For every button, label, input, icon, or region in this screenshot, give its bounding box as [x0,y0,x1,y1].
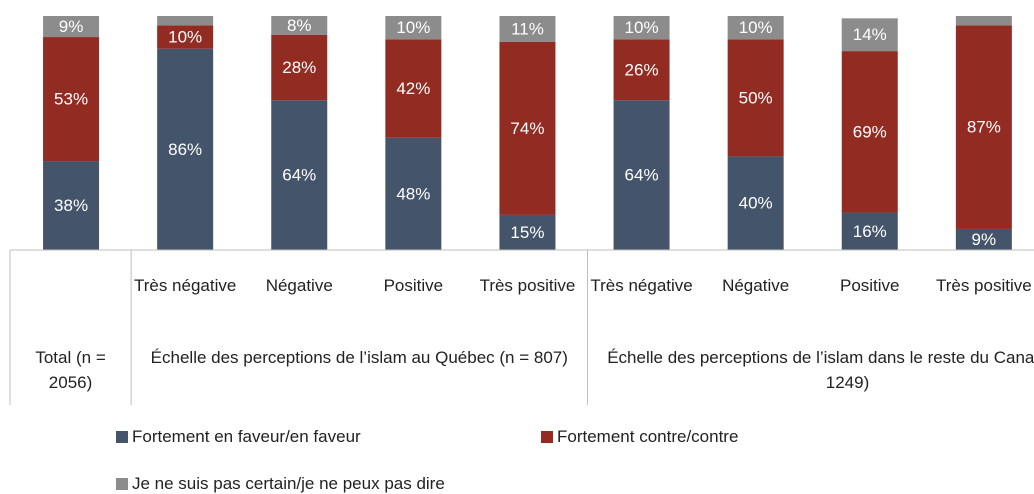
bar-segment [43,37,100,162]
x-tick-label: Très négative [590,276,693,295]
data-label: 14% [853,25,887,44]
data-label: 10% [739,18,773,37]
bar-segment [43,161,100,250]
data-label: 48% [396,184,430,203]
bar-segment [499,16,556,42]
data-label: 9% [972,230,997,249]
data-label: 15% [510,223,544,242]
bar-segment [385,39,442,138]
bar-segment [157,48,214,251]
data-label: 64% [625,166,659,185]
group-label: Échelle des perceptions de l’islam au Qu… [150,348,568,367]
data-label: 38% [54,196,88,215]
legend-label: Fortement contre/contre [557,427,739,446]
data-label: 64% [282,166,316,185]
data-label: 10% [625,18,659,37]
bar-segment [157,16,214,26]
group-label: Total (n = 2056) [35,348,106,392]
legend-item: Fortement contre/contre [541,427,738,447]
bar-segment [613,16,670,40]
data-label: 40% [739,194,773,213]
x-tick-label: Très positive [479,276,576,295]
data-label: 69% [853,122,887,141]
x-tick-label: Négative [265,276,333,295]
legend-label: Je ne suis pas certain/je ne peux pas di… [132,474,445,493]
bar-segment [841,18,898,52]
data-label: 10% [168,28,202,47]
bar-segment [727,156,784,250]
legend-label: Fortement en faveur/en faveur [132,427,361,446]
bar-segment [727,39,784,157]
group-label: Échelle des perceptions de l’islam dans … [607,348,1034,392]
bar-segment [955,228,1012,250]
data-label: 26% [625,60,659,79]
bar-segment [727,16,784,40]
x-tick-label: Négative [722,276,790,295]
legend-swatch [541,431,553,443]
bar-segment [271,16,328,35]
data-label: 42% [396,79,430,98]
data-label: 87% [967,118,1001,137]
bar-segment [385,16,442,40]
legend-swatch [116,431,128,443]
bar-segment [841,212,898,250]
x-tick-label: Très négative [133,276,237,295]
bar-segment [499,41,556,215]
data-label: 8% [287,16,312,35]
data-label: 53% [54,90,88,109]
x-tick-label: Très positive [935,276,1032,295]
x-tick-label: Positive [383,276,444,295]
data-label: 16% [853,222,887,241]
bar-segment [271,100,328,251]
bar-segment [43,16,100,38]
data-label: 86% [168,140,202,159]
bar-segment [955,25,1012,229]
data-label: 50% [739,88,773,107]
x-tick-label: Positive [839,276,900,295]
bar-segment [841,51,898,213]
bar-segment [499,214,556,250]
data-label: 10% [396,18,430,37]
bar-segment [613,39,670,101]
legend-swatch [116,478,128,490]
data-label: 28% [282,58,316,77]
legend-item: Fortement en faveur/en faveur [116,427,361,447]
bar-segment [271,34,328,101]
bar-segment [385,137,442,250]
bar-segment [955,16,1012,26]
data-label: 9% [59,17,84,36]
bar-segment [157,25,214,49]
legend-item: Je ne suis pas certain/je ne peux pas di… [116,474,445,494]
data-label: 74% [510,119,544,138]
data-label: 11% [511,19,544,38]
bar-segment [613,100,670,251]
